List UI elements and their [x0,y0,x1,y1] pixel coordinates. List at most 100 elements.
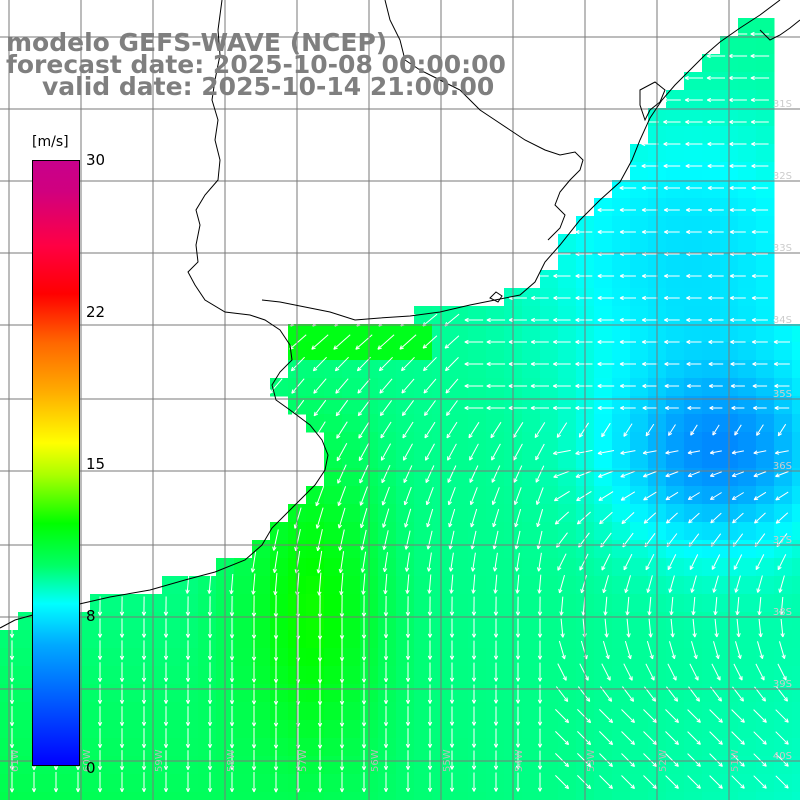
wind-speed-cell [252,666,271,685]
wind-speed-cell [594,396,613,415]
wind-speed-cell [666,234,685,253]
wind-arrow [425,443,435,461]
wind-arrow [756,575,763,593]
wind-arrow [427,596,433,616]
wind-speed-cell [270,684,289,703]
wind-speed-cell [540,468,559,487]
wind-arrow [558,574,565,594]
wind-speed-cell [558,234,577,253]
wind-speed-cell [234,792,253,800]
wind-arrow [335,378,349,394]
wind-speed-cell [738,378,757,397]
wind-arrow [338,529,345,551]
wind-arrow [642,383,658,389]
wind-speed-cell [756,72,775,91]
wind-arrow [229,662,235,683]
wind-speed-cell [450,774,469,793]
wind-speed-cell [774,396,793,415]
wind-arrow [446,400,458,416]
wind-speed-cell [540,684,559,703]
coastline-path [261,0,781,321]
wind-arrow [537,640,543,660]
wind-speed-cell [324,630,343,649]
wind-arrow [339,683,345,705]
wind-speed-cell [666,504,685,523]
wind-speed-cell [180,612,199,631]
wind-arrow [425,487,434,506]
wind-arrow [379,400,393,417]
wind-speed-cell [522,702,541,721]
wind-arrow [597,405,615,411]
wind-arrow [514,508,522,528]
wind-arrow [382,552,388,573]
wind-arrow [751,339,768,345]
wind-speed-cell [126,684,145,703]
wind-arrow [577,753,592,768]
wind-speed-cell [468,756,487,775]
wind-arrow [514,530,521,550]
wind-arrow [269,378,283,394]
wind-arrow [687,450,701,455]
wind-speed-cell [126,648,145,667]
wind-arrow [710,512,722,524]
wind-speed-cell [684,504,703,523]
longitude-label: 56W [370,749,381,772]
wind-speed-cell [522,720,541,739]
wind-arrow [119,662,125,682]
wind-arrow [493,618,499,638]
wind-speed-cell [612,360,631,379]
wind-speed-cell [522,774,541,793]
wind-arrow [641,163,659,169]
wind-arrow [251,749,257,771]
wind-arrow [339,661,345,684]
wind-arrow [508,317,527,323]
wind-speed-cell [468,594,487,613]
wind-arrow [405,684,411,704]
wind-speed-cell [522,594,541,613]
wind-speed-cell [486,306,505,325]
wind-speed-cell [486,432,505,451]
wind-arrow [119,750,125,771]
wind-arrow [729,185,747,191]
wind-speed-cell [702,684,721,703]
wind-arrow [687,731,701,745]
wind-arrow [141,662,147,682]
wind-speed-cell [558,432,577,451]
wind-speed-cell [612,756,631,775]
wind-speed-cell [468,396,487,415]
wind-arrow [403,443,413,461]
wind-speed-cell [486,450,505,469]
wind-speed-cell [126,756,145,775]
wind-speed-cell [396,486,415,505]
wind-arrow [641,295,658,301]
wind-arrow [619,295,636,301]
wind-arrow [163,750,169,771]
wind-arrow [713,597,718,616]
wind-arrow [383,573,388,595]
wind-arrow [207,772,213,793]
wind-arrow [733,663,743,681]
wind-speed-cell [792,666,800,685]
wind-speed-cell [396,558,415,577]
wind-speed-cell [522,522,541,541]
wind-arrow [708,229,724,235]
wind-arrow [729,207,746,213]
wind-speed-cell [180,594,199,613]
wind-arrow [531,295,549,301]
wind-speed-cell [324,666,343,685]
wind-speed-cell [414,414,433,433]
wind-speed-cell [630,216,649,235]
wind-speed-cell [198,666,217,685]
wind-speed-cell [630,594,649,613]
wind-arrow [449,728,455,748]
wind-arrow [750,31,770,37]
wind-speed-cell [378,324,397,343]
wind-arrow [664,295,680,301]
wind-arrow [626,618,631,638]
wind-speed-cell [306,612,325,631]
wind-speed-cell [522,666,541,685]
wind-arrow [492,508,500,528]
wind-speed-cell [756,774,775,793]
wind-speed-cell [558,666,577,685]
wind-arrow [687,405,701,411]
